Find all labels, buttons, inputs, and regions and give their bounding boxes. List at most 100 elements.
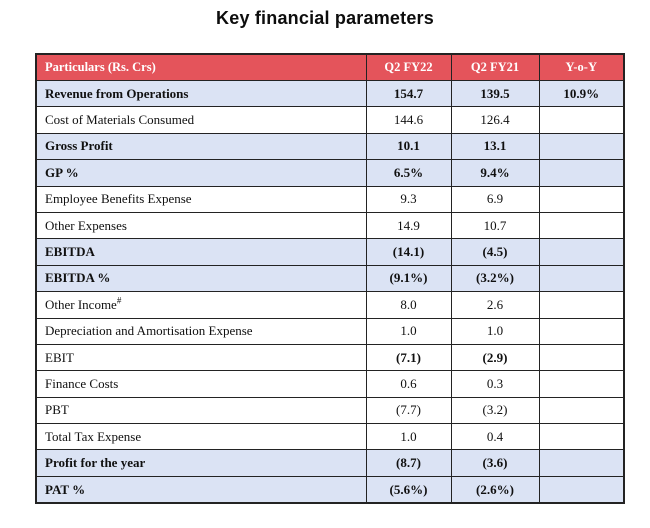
yoy-value-cell	[538, 396, 625, 425]
table-header: Particulars (Rs. Crs) Q2 FY22 Q2 FY21 Y-…	[35, 53, 625, 81]
row-label: Employee Benefits Expense	[45, 191, 192, 207]
yoy-value-cell	[538, 159, 625, 187]
q2fy21-value-cell: 0.4	[450, 423, 540, 451]
yoy-value-cell	[538, 370, 625, 398]
q2fy21-value-cell: 6.9	[450, 185, 540, 213]
table-row: Other Expenses 14.9 10.7	[35, 211, 625, 240]
q2fy21-value-cell: (3.2)	[450, 396, 540, 425]
particulars-cell: EBITDA	[35, 238, 367, 266]
particulars-cell: Cost of Materials Consumed	[35, 106, 367, 134]
particulars-cell: Revenue from Operations	[35, 79, 367, 108]
financial-table: Particulars (Rs. Crs) Q2 FY22 Q2 FY21 Y-…	[35, 53, 625, 505]
yoy-value-cell	[538, 106, 625, 134]
row-label: GP %	[45, 164, 79, 180]
q2fy21-value-cell: (2.9)	[450, 343, 540, 372]
table-row: PAT % (5.6%) (2.6%)	[35, 475, 625, 504]
q2fy22-value-cell: (7.1)	[365, 343, 452, 372]
row-label: EBITDA	[45, 244, 95, 260]
yoy-value-cell: 10.9%	[538, 79, 625, 108]
q2fy21-value-cell: 13.1	[450, 132, 540, 161]
particulars-cell: Other Expenses	[35, 211, 367, 240]
financial-table-container: Particulars (Rs. Crs) Q2 FY22 Q2 FY21 Y-…	[35, 53, 625, 505]
yoy-value-cell	[538, 317, 625, 345]
q2fy22-value-cell: 154.7	[365, 79, 452, 108]
q2fy21-value-cell: (3.6)	[450, 449, 540, 477]
yoy-value-cell	[538, 185, 625, 213]
q2fy22-value-cell: 8.0	[365, 291, 452, 319]
particulars-cell: EBIT	[35, 343, 367, 372]
particulars-cell: Total Tax Expense	[35, 423, 367, 451]
yoy-value-cell	[538, 449, 625, 477]
table-row: Cost of Materials Consumed 144.6 126.4	[35, 106, 625, 134]
row-label: Profit for the year	[45, 455, 146, 471]
q2fy22-value-cell: 14.9	[365, 211, 452, 240]
particulars-cell: Finance Costs	[35, 370, 367, 398]
table-row: Revenue from Operations 154.7 139.5 10.9…	[35, 79, 625, 108]
yoy-value-cell	[538, 291, 625, 319]
yoy-value-cell	[538, 343, 625, 372]
q2fy22-value-cell: (7.7)	[365, 396, 452, 425]
row-label: Depreciation and Amortisation Expense	[45, 323, 253, 339]
q2fy21-value-cell: 1.0	[450, 317, 540, 345]
yoy-value-cell	[538, 238, 625, 266]
header-row: Particulars (Rs. Crs) Q2 FY22 Q2 FY21 Y-…	[35, 53, 625, 81]
q2fy21-value-cell: 10.7	[450, 211, 540, 240]
q2fy21-value-cell: 0.3	[450, 370, 540, 398]
page-title: Key financial parameters	[216, 8, 434, 28]
table-body: Revenue from Operations 154.7 139.5 10.9…	[35, 79, 625, 504]
q2fy22-value-cell: 144.6	[365, 106, 452, 134]
row-label: PBT	[45, 402, 69, 418]
table-row: Profit for the year (8.7) (3.6)	[35, 449, 625, 477]
q2fy22-value-cell: (14.1)	[365, 238, 452, 266]
yoy-value-cell	[538, 423, 625, 451]
particulars-cell: GP %	[35, 159, 367, 187]
row-label: Other Expenses	[45, 217, 127, 233]
q2fy21-value-cell: 139.5	[450, 79, 540, 108]
q2fy21-value-cell: (3.2%)	[450, 264, 540, 293]
q2fy21-value-cell: 126.4	[450, 106, 540, 134]
particulars-cell: Profit for the year	[35, 449, 367, 477]
table-row: Employee Benefits Expense 9.3 6.9	[35, 185, 625, 213]
row-label: Finance Costs	[45, 375, 119, 391]
q2fy22-value-cell: (5.6%)	[365, 475, 452, 504]
q2fy22-value-cell: 6.5%	[365, 159, 452, 187]
particulars-cell: Employee Benefits Expense	[35, 185, 367, 213]
row-label: EBITDA %	[45, 270, 111, 286]
q2fy22-value-cell: 1.0	[365, 317, 452, 345]
column-header-q2fy21: Q2 FY21	[450, 53, 540, 81]
table-row: Gross Profit 10.1 13.1	[35, 132, 625, 161]
q2fy22-value-cell: 0.6	[365, 370, 452, 398]
q2fy22-value-cell: 1.0	[365, 423, 452, 451]
table-row: EBIT (7.1) (2.9)	[35, 343, 625, 372]
footnote-marker: #	[116, 295, 122, 306]
particulars-cell: Gross Profit	[35, 132, 367, 161]
table-row: Total Tax Expense 1.0 0.4	[35, 423, 625, 451]
q2fy22-value-cell: 10.1	[365, 132, 452, 161]
yoy-value-cell	[538, 264, 625, 293]
particulars-cell: PBT	[35, 396, 367, 425]
yoy-value-cell	[538, 211, 625, 240]
yoy-value-cell	[538, 475, 625, 504]
row-label: EBIT	[45, 349, 74, 365]
table-row: Finance Costs 0.6 0.3	[35, 370, 625, 398]
row-label: Cost of Materials Consumed	[45, 112, 195, 128]
table-row: GP % 6.5% 9.4%	[35, 159, 625, 187]
table-row: EBITDA (14.1) (4.5)	[35, 238, 625, 266]
q2fy21-value-cell: (2.6%)	[450, 475, 540, 504]
particulars-cell: Other Income#	[35, 291, 367, 319]
particulars-cell: Depreciation and Amortisation Expense	[35, 317, 367, 345]
row-label: PAT %	[45, 481, 86, 497]
particulars-cell: PAT %	[35, 475, 367, 504]
row-label: Gross Profit	[45, 138, 113, 154]
table-row: EBITDA % (9.1%) (3.2%)	[35, 264, 625, 293]
row-label: Revenue from Operations	[45, 85, 189, 101]
q2fy22-value-cell: (8.7)	[365, 449, 452, 477]
q2fy22-value-cell: 9.3	[365, 185, 452, 213]
table-row: Other Income# 8.0 2.6	[35, 291, 625, 319]
column-header-q2fy22: Q2 FY22	[365, 53, 452, 81]
row-label: Other Income	[45, 296, 117, 312]
row-label: Total Tax Expense	[45, 428, 142, 444]
column-header-yoy: Y-o-Y	[538, 53, 625, 81]
yoy-value-cell	[538, 132, 625, 161]
column-header-particulars: Particulars (Rs. Crs)	[35, 53, 367, 81]
